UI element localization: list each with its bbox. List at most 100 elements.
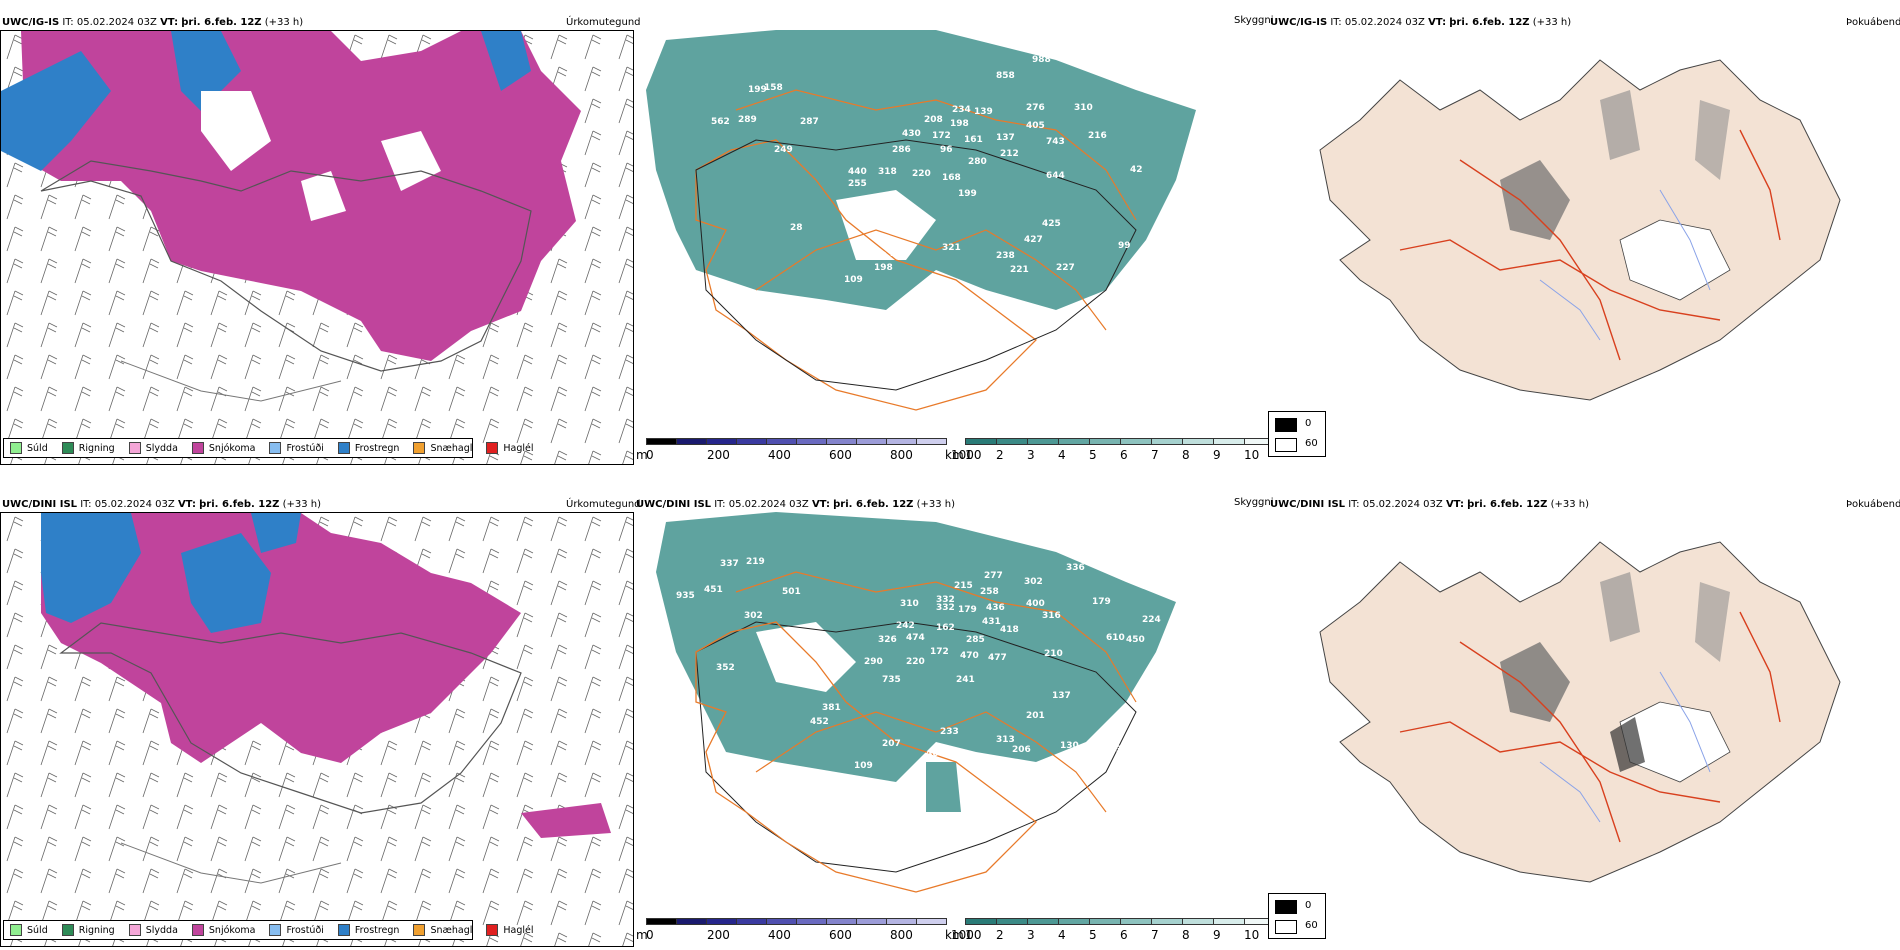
altitude-colorbar-tick-label: 600 <box>829 928 852 942</box>
precip-map-svg <box>1 31 633 464</box>
legend-item: Slydda <box>128 442 178 454</box>
visibility-value: 215 <box>954 581 973 591</box>
cloud-map-2 <box>1300 522 1860 902</box>
it-label: IT: <box>1330 17 1342 28</box>
precip-legend: Súld Rigning Slydda Snjókoma Frostúði Fr… <box>3 920 534 940</box>
km-colorbar-cell <box>965 918 997 925</box>
visibility-value: 99 <box>1118 241 1131 251</box>
vt-value: þri. 6.feb. 12Z <box>181 17 262 28</box>
legend-label: Súld <box>27 442 48 454</box>
altitude-colorbar-tick-label: 600 <box>829 448 852 462</box>
it-value: 05.02.2024 03Z <box>94 499 175 510</box>
km-colorbar-cell <box>1058 918 1090 925</box>
cloud-cover-title: Þokuábendi <box>1846 17 1900 28</box>
visibility-value: 201 <box>1026 711 1045 721</box>
legend-label: Frostúði <box>286 924 324 936</box>
legend-swatch <box>337 924 350 936</box>
km-colorbar-cell <box>1089 438 1121 445</box>
km-colorbar-cell <box>1120 438 1152 445</box>
cloud-map-svg <box>1319 59 1841 401</box>
altitude-colorbar-cell <box>736 918 767 925</box>
visibility-value: 302 <box>744 611 763 621</box>
visibility-values: 988 858 923 62 562 199 158 289 287 249 4… <box>711 53 1189 285</box>
km-colorbar-tick-label: 4 <box>1058 928 1066 942</box>
altitude-colorbar-tick-label: 1000 <box>951 928 982 942</box>
panel-header-precip-2: UWC/DINI ISL IT: 05.02.2024 03Z VT: þri.… <box>2 499 321 510</box>
legend-swatch <box>10 924 22 936</box>
vt-value: þri. 6.feb. 12Z <box>1467 499 1548 510</box>
visibility-value: 109 <box>854 761 873 771</box>
altitude-colorbar-cell <box>916 918 947 925</box>
visibility-title: Skyggni <box>1234 497 1274 508</box>
visibility-value: 310 <box>900 599 919 609</box>
km-colorbar-tick-label: 8 <box>1182 448 1190 462</box>
altitude-colorbar-cell <box>676 438 707 445</box>
km-colorbar-cell <box>1213 438 1245 445</box>
visibility-value: 210 <box>1044 649 1063 659</box>
altitude-colorbar-cell <box>706 918 737 925</box>
altitude-colorbar-tick-label: 200 <box>707 928 730 942</box>
legend-item: Súld <box>10 924 48 936</box>
vt-label: VT: <box>160 17 179 28</box>
model-name: UWC/DINI ISL <box>636 499 712 510</box>
vt-label: VT: <box>1445 499 1464 510</box>
visibility-value: 332 <box>936 595 955 605</box>
cloud-legend-swatch-high <box>1275 438 1297 452</box>
precip-legend: Súld Rigning Slydda Snjókoma Frostúði Fr… <box>3 438 534 458</box>
it-value: 05.02.2024 03Z <box>76 17 157 28</box>
visibility-value: 158 <box>764 83 783 93</box>
it-value: 05.02.2024 03Z <box>1344 17 1425 28</box>
legend-label: Snjókoma <box>208 924 256 936</box>
visibility-value: 220 <box>906 657 925 667</box>
visibility-value: 475 <box>880 219 899 229</box>
visibility-value: 644 <box>1046 171 1065 181</box>
altitude-colorbar-cell <box>676 918 707 925</box>
lead-time: (+33 h) <box>1532 17 1572 28</box>
altitude-colorbar-2 <box>646 918 947 925</box>
model-name: UWC/DINI ISL <box>2 499 78 510</box>
km-colorbar-cell <box>1058 438 1090 445</box>
visibility-value: 432 <box>796 781 815 791</box>
legend-label: Rigning <box>78 924 115 936</box>
visibility-value: 179 <box>958 605 977 615</box>
altitude-colorbar-cell <box>706 438 737 445</box>
visibility-value: 162 <box>936 623 955 633</box>
visibility-value: 234 <box>952 105 971 115</box>
it-label: IT: <box>62 17 74 28</box>
visibility-value: 179 <box>1092 597 1111 607</box>
visibility-value: 452 <box>810 717 829 727</box>
legend-label: Slydda <box>145 442 178 454</box>
visibility-value: 255 <box>848 179 867 189</box>
panel-header-cloud-1: UWC/IG-IS IT: 05.02.2024 03Z VT: þri. 6.… <box>1270 17 1571 28</box>
legend-item: Snæhagl <box>413 442 472 454</box>
legend-label: Slydda <box>145 924 178 936</box>
visibility-value: 321 <box>770 767 789 777</box>
visibility-values: 337 219 935 451 501 302 310 215 258 277 … <box>676 557 1161 799</box>
visibility-value: 418 <box>1000 625 1019 635</box>
visibility-value: 337 <box>720 559 739 569</box>
cloud-legend-2: 0 60 <box>1268 893 1326 939</box>
visibility-value: 238 <box>996 251 1015 261</box>
visibility-value: 224 <box>1142 615 1161 625</box>
cloud-legend-low: 0 <box>1305 418 1312 429</box>
visibility-value: 289 <box>738 115 757 125</box>
visibility-value: 988 <box>1032 55 1051 65</box>
visibility-value: 313 <box>996 735 1015 745</box>
visibility-value: 242 <box>896 621 915 631</box>
altitude-colorbar-cell <box>856 438 887 445</box>
precip-type-map-2: Súld Rigning Slydda Snjókoma Frostúði Fr… <box>0 512 634 947</box>
visibility-value: 199 <box>958 189 977 199</box>
cloud-legend-high: 60 <box>1305 920 1318 931</box>
vt-value: þri. 6.feb. 12Z <box>199 499 280 510</box>
altitude-colorbar-tick-label: 0 <box>646 448 654 462</box>
visibility-value: 858 <box>996 71 1015 81</box>
altitude-colorbar-tick-label: 400 <box>768 928 791 942</box>
km-colorbar-cell <box>1151 918 1183 925</box>
visibility-value: 208 <box>924 115 943 125</box>
legend-label: Frostúði <box>286 442 324 454</box>
legend-label: Haglél <box>503 442 534 454</box>
cloud-legend-1: 0 60 <box>1268 411 1326 457</box>
altitude-colorbar-1 <box>646 438 947 445</box>
km-colorbar-tick-label: 9 <box>1213 928 1221 942</box>
altitude-colorbar-tick-label: 400 <box>768 448 791 462</box>
